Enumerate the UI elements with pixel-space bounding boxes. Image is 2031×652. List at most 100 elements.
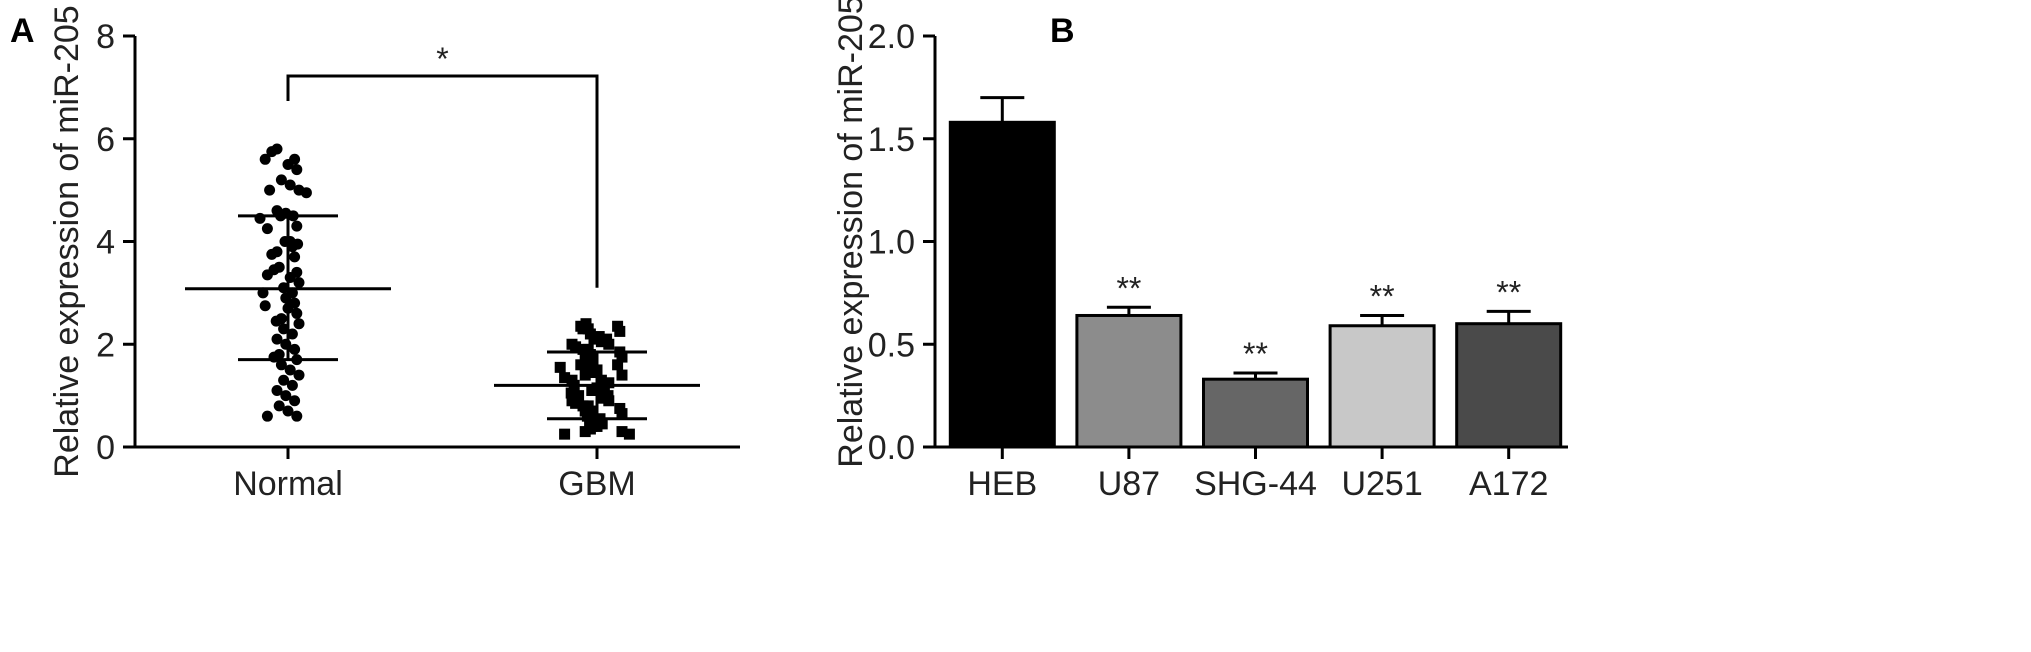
panel-b-bar-a172 xyxy=(1455,322,1563,449)
panel-a-point-normal xyxy=(286,328,298,340)
panel-b-category-label: U251 xyxy=(1341,465,1422,503)
panel-a-category-label: GBM xyxy=(558,465,635,503)
panel-a-point-normal xyxy=(284,179,296,191)
panel-a-significance: * xyxy=(286,41,599,288)
panel-a-points xyxy=(254,143,635,440)
panel-a-point-gbm xyxy=(577,323,589,335)
panel-a-point-gbm xyxy=(616,369,628,381)
panel-a-significance-bracket xyxy=(286,74,599,288)
panel-a-point-normal xyxy=(271,333,283,345)
panel-a-letter: A xyxy=(10,12,35,50)
panel-b-significance-label-u87: ** xyxy=(1116,270,1141,306)
panel-a-y-tick-label: 4 xyxy=(96,224,115,262)
panel-b: B Relative expression of miR-205 0.0 0.5 1… xyxy=(832,0,1568,503)
panel-a-point-gbm xyxy=(614,325,626,337)
panel-a-point-normal xyxy=(291,220,303,232)
panel-a-point-gbm xyxy=(579,369,591,381)
panel-a-point-normal xyxy=(293,277,305,289)
panel-b-bar-heb xyxy=(948,120,1056,449)
panel-a-point-normal xyxy=(273,400,285,412)
panel-a-point-normal xyxy=(289,343,301,355)
panel-a-point-normal xyxy=(289,251,301,263)
panel-b-y-tick-label: 1.5 xyxy=(868,121,915,159)
panel-a-point-normal xyxy=(275,174,287,186)
panel-a-point-gbm xyxy=(565,387,577,399)
panel-a-point-normal xyxy=(259,153,271,165)
panel-b-category-label: HEB xyxy=(967,465,1037,503)
panel-a-point-normal xyxy=(289,395,301,407)
panel-b-y-tick-label: 0.5 xyxy=(868,326,915,364)
panel-a-point-gbm xyxy=(575,359,587,371)
panel-a-point-normal xyxy=(264,184,276,196)
panel-a-point-gbm xyxy=(595,336,607,348)
panel-b-letter: B xyxy=(1050,12,1075,50)
panel-a-point-normal xyxy=(261,410,273,422)
panel-b-significance-label-a172: ** xyxy=(1496,274,1521,310)
panel-a-point-normal xyxy=(275,359,287,371)
panel-a-point-normal xyxy=(266,146,278,158)
panel-a-point-normal xyxy=(291,410,303,422)
panel-b-bar-shg-44 xyxy=(1202,377,1309,449)
panel-a-point-gbm xyxy=(570,341,582,353)
panel-b-bar-u251 xyxy=(1328,324,1436,449)
panel-a: A Relative expression of miR-205 0 2 4 6 8 N… xyxy=(10,5,740,503)
panel-a-point-gbm xyxy=(616,426,628,438)
panel-a-point-normal xyxy=(286,379,298,391)
panel-a-y-tick-label: 6 xyxy=(96,121,115,159)
panel-b-y-tick-label: 1.0 xyxy=(868,224,915,262)
panel-b-significance-label-shg-44: ** xyxy=(1243,336,1268,372)
panel-a-point-normal xyxy=(271,384,283,396)
panel-a-point-gbm xyxy=(616,351,628,363)
panel-a-point-gbm xyxy=(559,372,571,384)
panel-a-point-gbm xyxy=(588,333,600,345)
panel-a-point-gbm xyxy=(612,359,624,371)
panel-a-point-gbm xyxy=(570,397,582,409)
panel-a-point-normal xyxy=(282,405,294,417)
panel-b-category-label: SHG-44 xyxy=(1194,465,1317,503)
panel-a-significance-label: * xyxy=(436,41,448,77)
panel-b-category-labels: HEB U87 SHG-44 U251 A172 xyxy=(967,465,1548,503)
panel-a-point-gbm xyxy=(603,395,615,407)
panel-a-point-normal xyxy=(261,269,273,281)
panel-b-category-label: A172 xyxy=(1469,465,1548,503)
panel-a-mean-sd-lines xyxy=(185,214,700,421)
panel-a-point-normal xyxy=(282,158,294,170)
panel-a-point-normal xyxy=(293,369,305,381)
panel-b-y-tick-label: 2.0 xyxy=(868,18,915,56)
panel-a-point-normal xyxy=(293,318,305,330)
panel-a-point-normal xyxy=(261,223,273,235)
panel-a-category-labels: Normal GBM xyxy=(233,465,636,503)
panel-b-category-label: U87 xyxy=(1098,465,1160,503)
panel-b-significance-label-u251: ** xyxy=(1370,278,1395,314)
panel-a-point-normal xyxy=(278,323,290,335)
panel-a-point-normal xyxy=(270,315,282,327)
panel-a-point-normal xyxy=(291,164,303,176)
panel-a-y-tick-label: 2 xyxy=(96,326,115,364)
panel-a-point-normal xyxy=(259,300,271,312)
panel-a-point-gbm xyxy=(554,361,566,373)
panel-a-point-gbm xyxy=(579,426,591,438)
panel-a-point-gbm xyxy=(616,408,628,420)
panel-a-point-normal xyxy=(266,248,278,260)
panel-a-y-tick-label: 8 xyxy=(96,18,115,56)
panel-a-y-axis-label: Relative expression of miR-205 xyxy=(48,5,86,477)
panel-b-bar-u87 xyxy=(1075,313,1183,449)
panel-a-y-ticks: 0 2 4 6 8 xyxy=(96,18,599,467)
panel-a-point-gbm xyxy=(586,384,598,396)
panel-b-y-ticks: 0.0 0.5 1.0 1.5 2.0 xyxy=(868,18,1511,467)
panel-a-point-normal xyxy=(286,241,298,253)
panel-b-y-tick-label: 0.0 xyxy=(868,429,915,467)
panel-a-point-gbm xyxy=(559,428,571,440)
panel-a-point-normal xyxy=(291,307,303,319)
panel-a-y-tick-label: 0 xyxy=(96,429,115,467)
panel-a-point-gbm xyxy=(603,338,615,350)
panel-a-point-gbm xyxy=(623,428,635,440)
panel-a-point-normal xyxy=(278,374,290,386)
panel-a-point-normal xyxy=(284,364,296,376)
panel-a-point-normal xyxy=(300,187,312,199)
panel-b-y-axis-label: Relative expression of miR-205 xyxy=(832,0,870,468)
panel-b-bars: ** ** ** ** xyxy=(948,96,1563,449)
panel-a-category-label: Normal xyxy=(233,465,343,503)
panel-a-point-gbm xyxy=(573,390,585,402)
